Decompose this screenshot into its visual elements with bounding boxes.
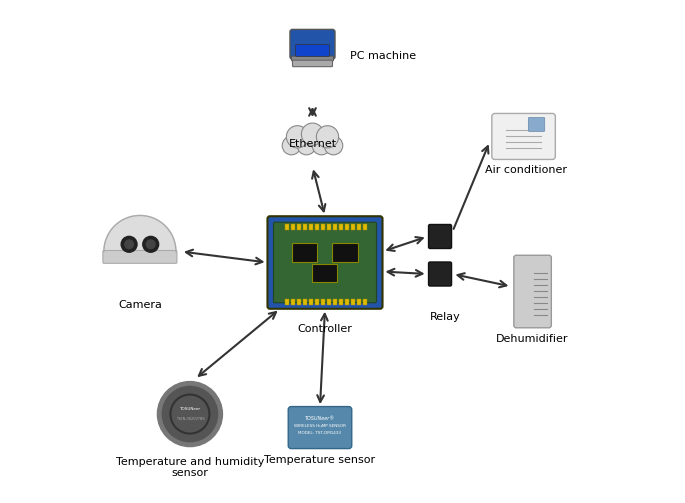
Text: Camera: Camera xyxy=(118,300,162,310)
FancyBboxPatch shape xyxy=(285,224,289,230)
Text: TOSUNeer®: TOSUNeer® xyxy=(305,416,335,421)
FancyBboxPatch shape xyxy=(273,222,377,303)
FancyBboxPatch shape xyxy=(285,299,289,305)
Circle shape xyxy=(158,382,223,447)
Circle shape xyxy=(301,123,323,145)
Circle shape xyxy=(121,236,137,252)
FancyBboxPatch shape xyxy=(309,224,313,230)
FancyBboxPatch shape xyxy=(345,299,349,305)
Circle shape xyxy=(312,136,331,155)
FancyBboxPatch shape xyxy=(303,224,307,230)
FancyBboxPatch shape xyxy=(103,250,177,263)
FancyBboxPatch shape xyxy=(292,243,317,262)
FancyBboxPatch shape xyxy=(309,299,313,305)
FancyBboxPatch shape xyxy=(327,299,331,305)
Circle shape xyxy=(147,240,155,248)
Text: Controller: Controller xyxy=(297,324,352,334)
Circle shape xyxy=(316,126,338,148)
Text: MODEL: TST-DM1433: MODEL: TST-DM1433 xyxy=(299,431,342,435)
FancyBboxPatch shape xyxy=(357,299,361,305)
Text: TOSUNeer: TOSUNeer xyxy=(179,407,201,411)
FancyBboxPatch shape xyxy=(363,299,367,305)
FancyBboxPatch shape xyxy=(339,224,343,230)
FancyBboxPatch shape xyxy=(357,224,361,230)
Text: Air conditioner: Air conditioner xyxy=(485,165,567,176)
Circle shape xyxy=(162,386,218,442)
Text: Relay: Relay xyxy=(429,312,460,322)
FancyBboxPatch shape xyxy=(514,255,551,328)
FancyBboxPatch shape xyxy=(315,224,319,230)
FancyBboxPatch shape xyxy=(363,224,367,230)
FancyBboxPatch shape xyxy=(292,60,332,67)
FancyBboxPatch shape xyxy=(267,216,382,309)
FancyBboxPatch shape xyxy=(291,299,295,305)
FancyBboxPatch shape xyxy=(291,224,295,230)
FancyBboxPatch shape xyxy=(321,299,325,305)
FancyBboxPatch shape xyxy=(345,224,349,230)
FancyBboxPatch shape xyxy=(297,224,301,230)
FancyBboxPatch shape xyxy=(429,224,451,248)
Text: Ethernet: Ethernet xyxy=(288,139,336,149)
Text: PC machine: PC machine xyxy=(350,51,416,61)
FancyBboxPatch shape xyxy=(333,299,337,305)
Text: Temperature and humidity
sensor: Temperature and humidity sensor xyxy=(116,457,264,478)
Polygon shape xyxy=(104,215,176,252)
FancyBboxPatch shape xyxy=(295,45,329,56)
FancyBboxPatch shape xyxy=(333,224,337,230)
Circle shape xyxy=(286,126,309,148)
FancyBboxPatch shape xyxy=(528,117,545,131)
FancyBboxPatch shape xyxy=(429,262,451,286)
FancyBboxPatch shape xyxy=(339,299,343,305)
Circle shape xyxy=(324,136,342,155)
Text: Temperature sensor: Temperature sensor xyxy=(264,455,375,465)
FancyBboxPatch shape xyxy=(288,406,352,449)
FancyBboxPatch shape xyxy=(292,56,334,61)
FancyBboxPatch shape xyxy=(297,299,301,305)
FancyBboxPatch shape xyxy=(315,299,319,305)
FancyBboxPatch shape xyxy=(303,299,307,305)
FancyBboxPatch shape xyxy=(351,299,355,305)
Text: TSEN-0820VTBS: TSEN-0820VTBS xyxy=(175,417,204,421)
Circle shape xyxy=(282,136,301,155)
Circle shape xyxy=(125,240,134,248)
FancyBboxPatch shape xyxy=(332,243,358,262)
FancyBboxPatch shape xyxy=(351,224,355,230)
FancyBboxPatch shape xyxy=(321,224,325,230)
Circle shape xyxy=(142,236,159,252)
FancyBboxPatch shape xyxy=(312,264,338,282)
Circle shape xyxy=(297,136,316,155)
FancyBboxPatch shape xyxy=(492,114,556,159)
FancyBboxPatch shape xyxy=(327,224,331,230)
FancyBboxPatch shape xyxy=(290,29,335,59)
Text: Dehumidifier: Dehumidifier xyxy=(497,334,569,344)
Text: WIRELESS HuMP SENSOR: WIRELESS HuMP SENSOR xyxy=(294,424,346,428)
